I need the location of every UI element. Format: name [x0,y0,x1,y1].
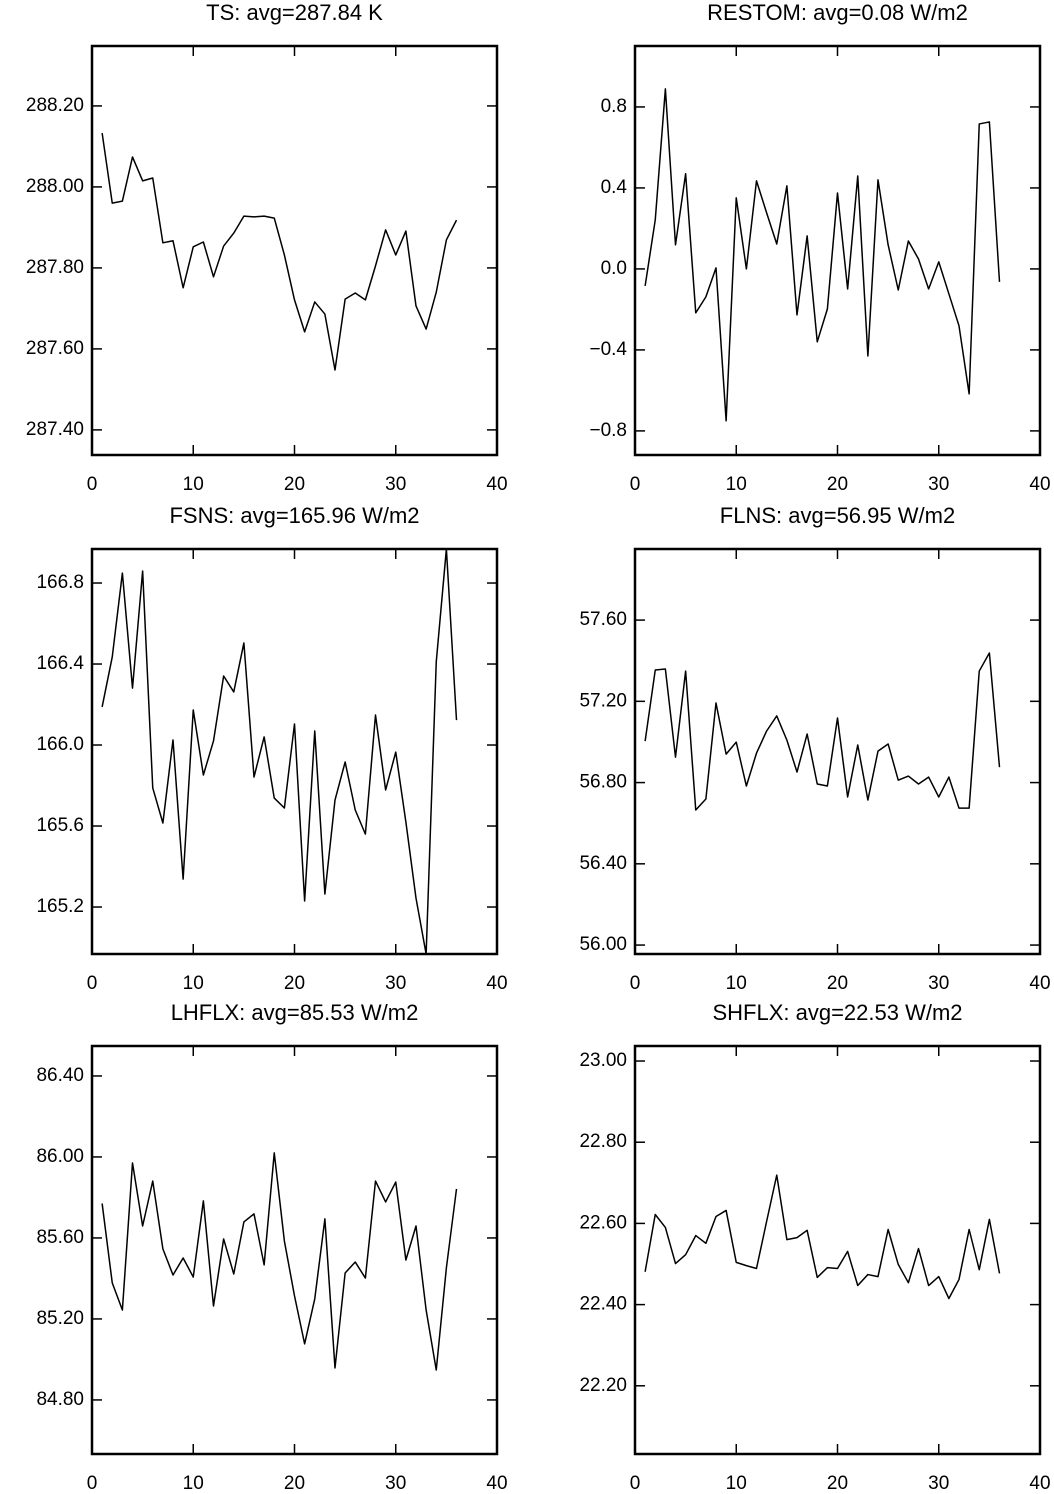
y-tick-label: 287.80 [26,257,84,278]
y-tick-label: 22.40 [579,1294,627,1315]
y-tick-label: 166.4 [36,653,84,674]
x-tick-label: 0 [630,1473,641,1494]
y-tick-label: 56.40 [579,853,627,874]
x-tick-label: 0 [87,474,98,495]
x-tick-label: 0 [87,1473,98,1494]
x-tick-label: 10 [183,1473,204,1494]
data-line [644,88,1001,422]
y-tick-label: 56.80 [579,772,627,793]
x-tick-label: 20 [827,1473,848,1494]
x-tick-label: 40 [486,1473,507,1494]
y-tick-label: 56.00 [579,934,627,955]
x-tick-label: 10 [726,1473,747,1494]
x-tick-label: 30 [928,1473,949,1494]
x-tick-label: 40 [1029,474,1050,495]
x-tick-label: 20 [284,474,305,495]
y-tick-label: 85.20 [36,1308,84,1329]
y-tick-label: 23.00 [579,1050,627,1071]
y-tick-label: 287.60 [26,338,84,359]
plot-frame [633,44,1042,457]
x-tick-label: 10 [726,474,747,495]
y-tick-label: 0.0 [601,258,627,279]
x-tick-label: 20 [827,474,848,495]
x-tick-label: 10 [183,973,204,994]
x-tick-label: 40 [486,973,507,994]
y-tick-label: −0.4 [589,339,627,360]
chart-title: FLNS: avg=56.95 W/m2 [720,503,955,528]
y-tick-label: 86.00 [36,1146,84,1167]
chart-title: RESTOM: avg=0.08 W/m2 [707,0,968,25]
y-tick-label: 287.40 [26,419,84,440]
x-tick-label: 30 [385,474,406,495]
plot-frame [90,44,499,457]
data-line [644,652,1001,811]
y-tick-label: 165.6 [36,815,84,836]
y-tick-label: 22.20 [579,1375,627,1396]
chart-title: LHFLX: avg=85.53 W/m2 [171,1000,419,1025]
x-tick-label: 30 [928,474,949,495]
data-line [101,132,458,371]
y-tick-label: −0.8 [589,420,627,441]
x-tick-label: 20 [284,973,305,994]
chart-title: SHFLX: avg=22.53 W/m2 [712,1000,962,1025]
data-line [101,1152,458,1371]
y-tick-label: 57.20 [579,690,627,711]
chart-title: TS: avg=287.84 K [206,0,383,25]
x-tick-label: 40 [1029,973,1050,994]
x-tick-label: 0 [87,973,98,994]
data-line [101,548,458,955]
plot-frame [633,547,1042,956]
chart-title: FSNS: avg=165.96 W/m2 [169,503,419,528]
x-tick-label: 10 [726,973,747,994]
y-tick-label: 0.8 [601,96,627,117]
y-tick-label: 22.60 [579,1212,627,1233]
x-tick-label: 20 [827,973,848,994]
y-tick-label: 85.60 [36,1227,84,1248]
y-tick-label: 0.4 [601,177,628,198]
x-tick-label: 0 [630,973,641,994]
x-tick-label: 40 [1029,1473,1050,1494]
y-tick-label: 57.60 [579,609,627,630]
x-tick-label: 30 [385,1473,406,1494]
y-tick-label: 86.40 [36,1065,84,1086]
plot-frame [633,1044,1042,1456]
x-tick-label: 20 [284,1473,305,1494]
y-tick-label: 288.00 [26,176,84,197]
y-tick-label: 288.20 [26,95,84,116]
plot-frame [90,1044,499,1456]
x-tick-label: 30 [928,973,949,994]
y-tick-label: 22.80 [579,1131,627,1152]
y-tick-label: 165.2 [36,896,84,917]
data-line [644,1174,1001,1300]
y-tick-label: 166.0 [36,734,84,755]
plot-frame [90,547,499,956]
y-tick-label: 166.8 [36,572,84,593]
x-tick-label: 0 [630,474,641,495]
y-tick-label: 84.80 [36,1389,84,1410]
x-tick-label: 30 [385,973,406,994]
x-tick-label: 10 [183,474,204,495]
x-tick-label: 40 [486,474,507,495]
